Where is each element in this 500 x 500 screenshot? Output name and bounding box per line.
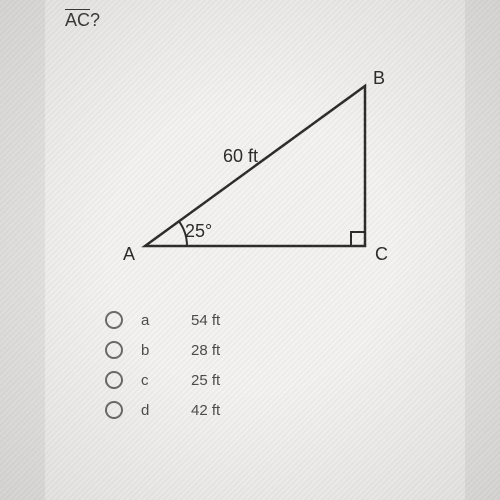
option-text: 54 ft xyxy=(191,312,220,329)
option-letter: c xyxy=(141,372,171,389)
radio-icon[interactable] xyxy=(105,371,123,389)
segment-symbol: AC xyxy=(65,10,90,30)
option-letter: a xyxy=(141,312,171,329)
question-text: AC? xyxy=(65,10,445,31)
option-text: 28 ft xyxy=(191,342,220,359)
option-d[interactable]: d 42 ft xyxy=(105,401,445,419)
answer-options: a 54 ft b 28 ft c 25 ft d 42 ft xyxy=(105,311,445,419)
radio-icon[interactable] xyxy=(105,341,123,359)
page-container: AC? A B C 60 ft 25° a 54 ft b 28 ft xyxy=(45,0,465,500)
option-text: 25 ft xyxy=(191,372,220,389)
option-b[interactable]: b 28 ft xyxy=(105,341,445,359)
vertex-b-label: B xyxy=(373,68,385,89)
vertex-c-label: C xyxy=(375,244,388,265)
vertex-a-label: A xyxy=(123,244,135,265)
option-text: 42 ft xyxy=(191,402,220,419)
triangle-diagram: A B C 60 ft 25° xyxy=(65,51,445,281)
option-letter: d xyxy=(141,402,171,419)
hypotenuse-label: 60 ft xyxy=(223,146,258,167)
option-letter: b xyxy=(141,342,171,359)
radio-icon[interactable] xyxy=(105,401,123,419)
angle-a-label: 25° xyxy=(185,221,212,242)
radio-icon[interactable] xyxy=(105,311,123,329)
option-a[interactable]: a 54 ft xyxy=(105,311,445,329)
option-c[interactable]: c 25 ft xyxy=(105,371,445,389)
